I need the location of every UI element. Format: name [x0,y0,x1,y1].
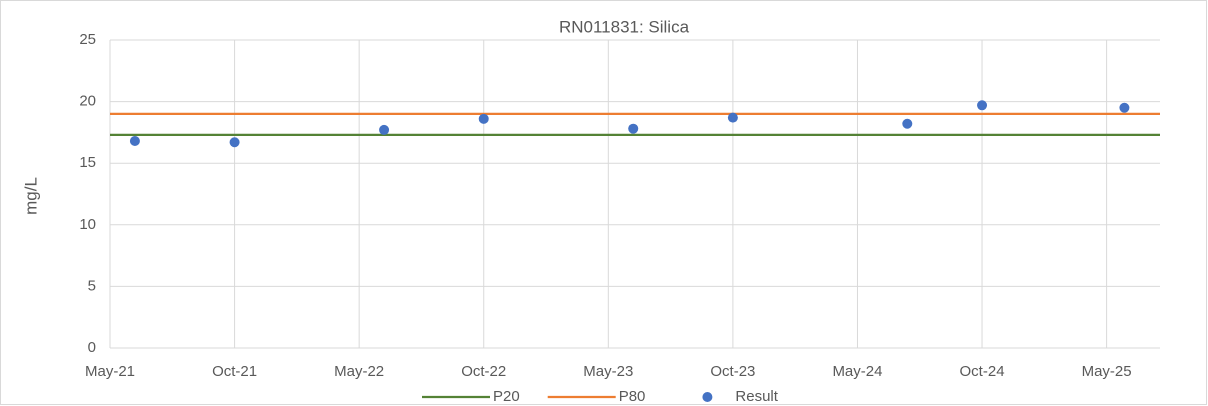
y-tick-label: 5 [88,277,96,294]
x-tick-label: May-21 [85,363,135,380]
x-tick-label: May-24 [832,363,882,380]
x-tick-label: May-25 [1082,363,1132,380]
data-point [902,118,913,129]
data-point [129,136,140,147]
x-tick-label: May-22 [334,363,384,380]
legend-swatch [702,392,713,402]
x-tick-label: May-23 [583,363,633,380]
data-point [379,124,390,135]
y-tick-label: 10 [79,216,96,233]
y-tick-label: 15 [79,154,96,171]
y-tick-label: 0 [88,339,96,356]
x-tick-label: Oct-22 [461,363,506,380]
legend-label: Result [735,388,778,405]
y-tick-label: 20 [79,93,96,110]
data-point [727,112,738,123]
chart-title: RN011831: Silica [559,17,690,36]
data-point [1119,102,1130,113]
legend-label: P80 [619,388,646,405]
data-point [977,100,988,111]
y-axis-label: mg/L [21,177,40,215]
legend-label: P20 [493,388,520,405]
data-point [478,113,489,124]
x-tick-label: Oct-21 [212,363,257,380]
data-point [628,123,639,134]
y-tick-label: 25 [79,31,96,48]
x-tick-label: Oct-24 [960,363,1005,380]
x-tick-label: Oct-23 [710,363,755,380]
data-point [229,137,240,148]
